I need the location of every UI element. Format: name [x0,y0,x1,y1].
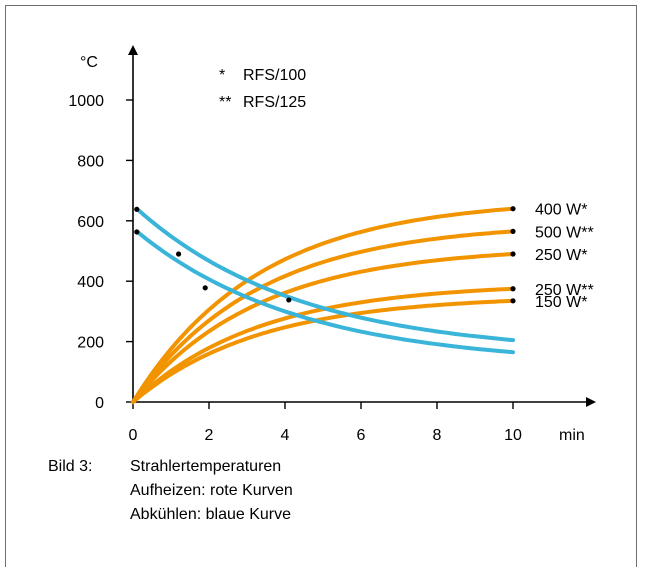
y-axis-label: °C [80,54,98,71]
x-axis-arrow [586,397,596,407]
caption-line-2: Aufheizen: rote Kurven [130,482,293,499]
caption-line-1: Strahlertemperaturen [130,458,282,475]
x-tick-label: 10 [504,427,522,444]
series-label: 500 W** [535,224,594,241]
heating-curve [131,206,515,404]
data-point [510,298,516,304]
y-tick-label: 600 [77,214,104,231]
note-mark: * [219,67,225,84]
y-tick-label: 800 [77,153,104,170]
heating-curve [131,298,515,404]
y-tick-label: 400 [77,274,104,291]
x-tick-label: 0 [129,427,138,444]
heating-curve [131,229,515,404]
cooling-curve [134,206,515,343]
y-tick-label: 0 [95,395,104,412]
x-tick-label: 4 [281,427,290,444]
data-points [134,206,516,304]
data-point [510,228,516,234]
cooling-curve [134,229,515,355]
curves [131,206,515,404]
y-axis-arrow [128,45,138,55]
data-point [134,229,140,235]
series-label: 250 W** [535,282,594,299]
data-point [134,206,140,212]
heating-curve [131,252,515,404]
caption-text: Strahlertemperaturen Aufheizen: rote Kur… [130,455,293,527]
note-text: RFS/100 [243,67,306,84]
x-axis-label: min [559,427,585,444]
data-point [286,297,292,303]
data-point [510,251,516,257]
y-tick-label: 1000 [68,93,104,110]
data-point [202,285,208,291]
figure-frame [5,5,637,567]
data-point [510,206,516,212]
labels: 0 200 400 600 800 1000 0 2 4 6 8 10 °C min * RFS/100 ** R… [68,54,593,444]
data-point [176,251,182,257]
x-tick-label: 6 [357,427,366,444]
caption-line-3: Abkühlen: blaue Kurve [130,506,291,523]
note-mark: ** [219,94,231,111]
x-tick-label: 8 [433,427,442,444]
note-text: RFS/125 [243,94,306,111]
x-tick-label: 2 [205,427,214,444]
series-label: 250 W* [535,247,587,264]
chart: 0 200 400 600 800 1000 0 2 4 6 8 10 °C min * RFS/100 ** R… [68,45,596,444]
series-label: 150 W* [535,294,587,311]
caption-label: Bild 3: [48,458,93,475]
data-point [510,286,516,292]
series-label: 400 W* [535,202,587,219]
y-tick-label: 200 [77,335,104,352]
